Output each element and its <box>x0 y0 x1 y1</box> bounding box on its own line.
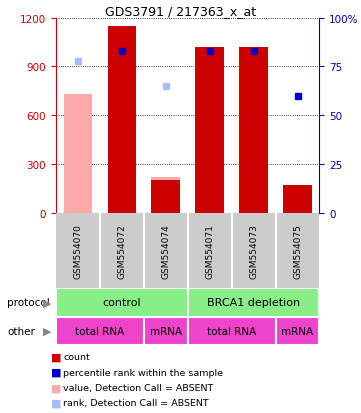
Text: ■: ■ <box>51 397 61 407</box>
Text: value, Detection Call = ABSENT: value, Detection Call = ABSENT <box>63 383 213 392</box>
Bar <box>188 289 319 317</box>
Text: count: count <box>63 352 90 361</box>
Text: ■: ■ <box>51 367 61 377</box>
Text: mRNA: mRNA <box>150 326 182 336</box>
Text: GSM554072: GSM554072 <box>117 224 126 278</box>
Text: GSM554071: GSM554071 <box>205 224 214 278</box>
Bar <box>239 48 268 214</box>
Text: mRNA: mRNA <box>282 326 314 336</box>
Bar <box>56 317 144 345</box>
Bar <box>56 289 188 317</box>
Text: GDS3791 / 217363_x_at: GDS3791 / 217363_x_at <box>105 5 256 18</box>
Text: protocol: protocol <box>7 298 50 308</box>
Bar <box>144 317 188 345</box>
Bar <box>152 178 180 214</box>
Text: total RNA: total RNA <box>75 326 125 336</box>
Text: control: control <box>103 298 141 308</box>
Text: ▶: ▶ <box>43 298 51 308</box>
Text: ■: ■ <box>51 382 61 392</box>
Bar <box>195 48 224 214</box>
Text: ▶: ▶ <box>43 326 51 336</box>
Text: ■: ■ <box>51 352 61 362</box>
Text: percentile rank within the sample: percentile rank within the sample <box>63 368 223 377</box>
Text: total RNA: total RNA <box>207 326 256 336</box>
Text: BRCA1 depletion: BRCA1 depletion <box>207 298 300 308</box>
Text: GSM554070: GSM554070 <box>73 224 82 278</box>
Bar <box>64 95 92 214</box>
Bar <box>188 317 275 345</box>
Text: GSM554075: GSM554075 <box>293 224 302 278</box>
Text: rank, Detection Call = ABSENT: rank, Detection Call = ABSENT <box>63 398 209 407</box>
Bar <box>275 317 319 345</box>
Text: other: other <box>7 326 35 336</box>
Bar <box>283 185 312 214</box>
Bar <box>108 27 136 214</box>
Text: GSM554074: GSM554074 <box>161 224 170 278</box>
Text: GSM554073: GSM554073 <box>249 224 258 278</box>
Bar <box>152 181 180 214</box>
